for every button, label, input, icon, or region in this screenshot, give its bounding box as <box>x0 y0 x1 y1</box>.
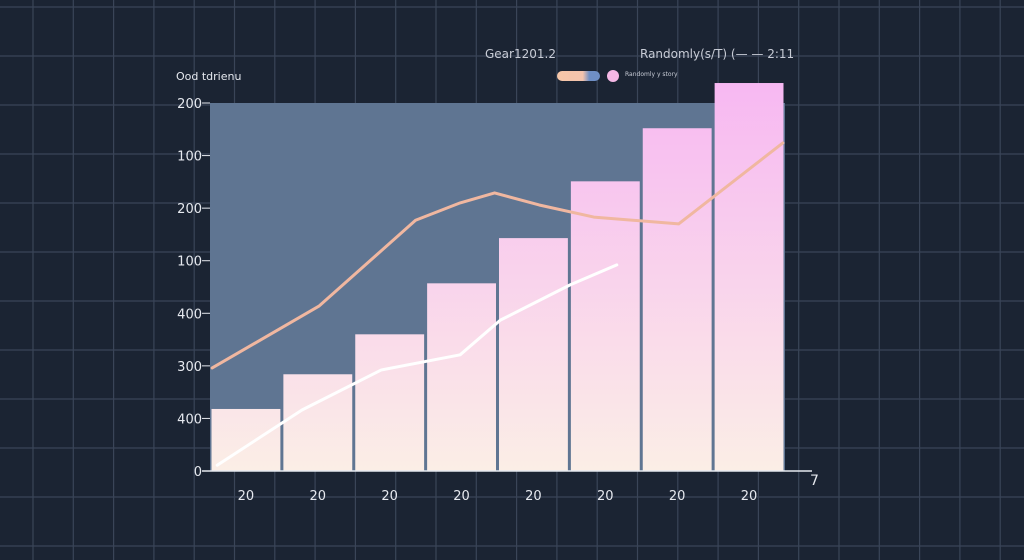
y-tick-label: 400 <box>177 307 202 322</box>
x-tick-label: 20 <box>669 489 686 504</box>
x-tick-label: 20 <box>453 489 470 504</box>
legend: Randomly y story <box>557 70 678 82</box>
y-tick-label: 400 <box>177 412 202 427</box>
chart-subtitle: Randomly(s/T) (— — 2:11 <box>640 47 794 61</box>
series-line <box>210 141 785 370</box>
y-tick-label: 100 <box>177 255 202 270</box>
bar <box>427 283 496 471</box>
bar <box>714 83 784 471</box>
bar <box>570 181 640 471</box>
y-axis-label: Ood tdrienu <box>176 70 241 83</box>
x-tick-label: 20 <box>525 489 542 504</box>
y-tick-label: 300 <box>177 360 202 375</box>
x-tick-label: 20 <box>741 489 758 504</box>
x-tick-label: 20 <box>310 489 327 504</box>
x-tick-label: 20 <box>238 489 255 504</box>
y-tick-label: 200 <box>177 202 202 217</box>
legend-swatch-bar <box>607 70 619 82</box>
legend-entry: Randomly y story <box>625 71 678 78</box>
bar <box>642 128 712 471</box>
x-tick-label: 20 <box>381 489 398 504</box>
series-line <box>215 263 619 467</box>
x-tick-label: 20 <box>597 489 614 504</box>
x-axis-end-label: 7 <box>810 473 819 489</box>
legend-swatch-line <box>557 71 600 81</box>
bar <box>499 238 568 471</box>
y-tick-label: 100 <box>177 150 202 165</box>
y-tick-label: 0 <box>194 465 202 480</box>
bar <box>355 334 425 471</box>
chart-title: Gear1201.2 <box>485 47 556 61</box>
y-tick-label: 200 <box>177 97 202 112</box>
